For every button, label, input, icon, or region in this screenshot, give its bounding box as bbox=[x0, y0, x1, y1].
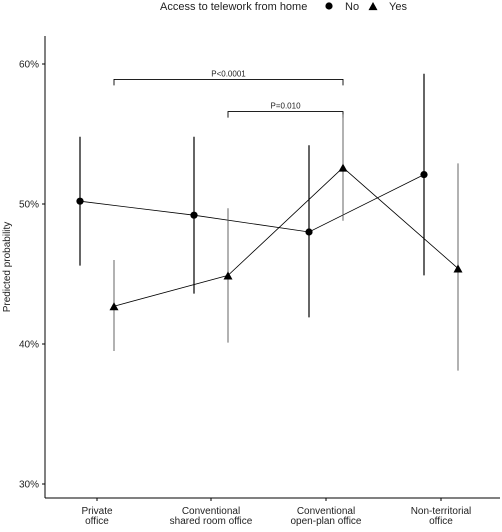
y-axis-title: Predicted probability bbox=[2, 222, 13, 313]
series-line-yes bbox=[113, 167, 459, 307]
data-point-no bbox=[305, 228, 313, 236]
x-tick-label: open-plan office bbox=[291, 516, 362, 527]
y-tick-label: 60% bbox=[19, 60, 39, 71]
significance-label: P=0.010 bbox=[270, 102, 301, 111]
data-point-no bbox=[76, 197, 84, 205]
series-line-no bbox=[79, 174, 425, 233]
x-tick-label: Conventional bbox=[182, 506, 240, 517]
data-point-no bbox=[420, 171, 428, 179]
legend-title: Access to telework from home bbox=[160, 1, 307, 13]
legend-marker-no bbox=[325, 2, 333, 10]
data-point-yes bbox=[109, 302, 119, 311]
data-point-yes bbox=[223, 271, 233, 280]
y-tick-label: 40% bbox=[19, 340, 39, 351]
data-point-yes bbox=[338, 163, 348, 172]
x-tick-label: shared room office bbox=[170, 516, 253, 527]
y-tick-label: 50% bbox=[19, 200, 39, 211]
x-tick-label: Private bbox=[81, 506, 113, 517]
x-tick-label: Conventional bbox=[297, 506, 355, 517]
data-point-no bbox=[190, 211, 198, 219]
x-tick-label: Non-territorial bbox=[411, 506, 472, 517]
x-tick-label: office bbox=[85, 516, 109, 527]
legend-label-yes: Yes bbox=[389, 1, 407, 13]
significance-bracket bbox=[113, 78, 344, 86]
data-point-yes bbox=[453, 264, 463, 273]
significance-bracket bbox=[227, 111, 344, 118]
legend-label-no: No bbox=[345, 1, 359, 13]
x-tick-label: office bbox=[429, 516, 453, 527]
significance-label: P<0.0001 bbox=[211, 69, 246, 78]
y-tick-label: 30% bbox=[19, 480, 39, 491]
legend-marker-yes bbox=[368, 1, 378, 11]
